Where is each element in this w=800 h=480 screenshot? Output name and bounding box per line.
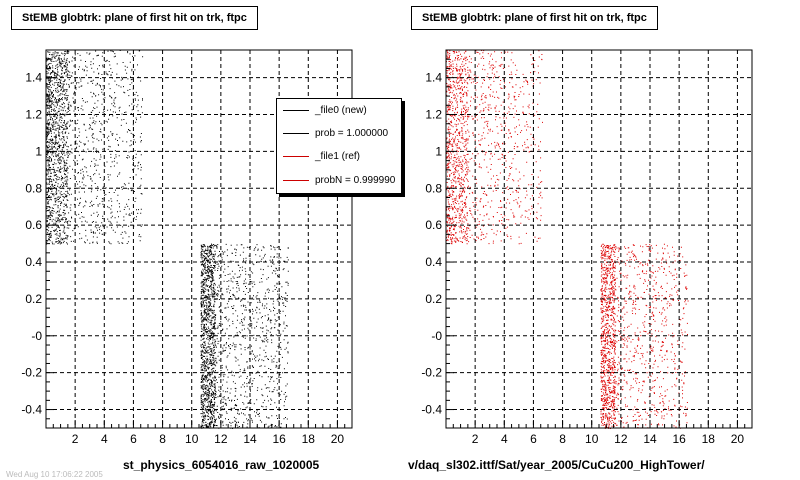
legend: _file0 (new) prob = 1.000000 _file1 (ref… [276, 98, 402, 194]
y-tick-label: -0 [431, 329, 442, 343]
plot-frame [445, 49, 753, 429]
legend-line-icon [283, 109, 309, 111]
y-tick-label: 0.2 [25, 292, 42, 306]
legend-label: probN = 0.999990 [315, 174, 396, 186]
y-tick-label: 0.4 [25, 255, 42, 269]
y-tick-label: 0.2 [425, 292, 442, 306]
legend-entry-prob: prob = 1.000000 [283, 126, 388, 140]
legend-line-icon [283, 179, 309, 181]
x-tick-label: 14 [243, 432, 257, 446]
axis-ticks: 2 4 6 8 10 12 14 16 18 20 -0.4 -0.2 -0 0.2 0.4 0.6 0.8 1 1… [21, 49, 353, 446]
y-tick-label: -0.2 [421, 366, 442, 380]
x-axis-label: v/daq_sl302.ittf/Sat/year_2005/CuCu200_H… [408, 458, 705, 472]
y-tick-label: 1.4 [425, 71, 442, 85]
data-point-cloud [600, 243, 689, 429]
x-tick-label: 18 [302, 432, 316, 446]
x-tick-label: 20 [731, 432, 745, 446]
x-tick-label: 10 [185, 432, 199, 446]
x-tick-label: 8 [159, 432, 166, 446]
y-tick-label: 1 [35, 144, 42, 158]
plot-title: StEMB globtrk: plane of first hit on trk… [11, 6, 258, 30]
y-tick-label: -0.4 [421, 403, 442, 417]
y-tick-label: -0.2 [21, 366, 42, 380]
legend-entry-file1: _file1 (ref) [283, 149, 360, 163]
x-tick-label: 6 [530, 432, 537, 446]
x-tick-label: 2 [472, 432, 479, 446]
y-tick-label: 1.4 [25, 71, 42, 85]
y-tick-label: 0.8 [425, 181, 442, 195]
legend-line-icon [283, 155, 309, 157]
x-tick-label: 2 [72, 432, 79, 446]
legend-entry-probn: probN = 0.999990 [283, 173, 395, 187]
scatter-plot-left: 2 4 6 8 10 12 14 16 18 20 -0.4 -0.2 -0 0.2 0.4 0.6 0.8 1 1… [21, 49, 353, 446]
grid-lines [446, 50, 752, 428]
legend-entry-file0: _file0 (new) [283, 103, 367, 117]
x-axis-label: st_physics_6054016_raw_1020005 [123, 458, 320, 472]
x-tick-label: 12 [614, 432, 628, 446]
right-plot-panel: StEMB globtrk: plane of first hit on trk… [400, 0, 800, 480]
timestamp-footnote: Wed Aug 10 17:06:22 2005 [6, 470, 103, 479]
left-plot-panel: StEMB globtrk: plane of first hit on trk… [6, 6, 402, 479]
x-tick-label: 16 [272, 432, 286, 446]
x-tick-label: 14 [643, 432, 657, 446]
y-tick-label: 0.6 [425, 218, 442, 232]
plot-title: StEMB globtrk: plane of first hit on trk… [411, 6, 658, 30]
x-tick-label: 20 [331, 432, 345, 446]
y-tick-label: 0.6 [25, 218, 42, 232]
axis-ticks: 2 4 6 8 10 12 14 16 18 20 -0.4 -0.2 -0 0.2 0.4 0.6 0.8 1 1… [421, 49, 753, 446]
legend-label: _file1 (ref) [315, 150, 361, 162]
legend-label: prob = 1.000000 [315, 127, 389, 139]
x-tick-label: 4 [501, 432, 508, 446]
x-tick-label: 18 [702, 432, 716, 446]
legend-label: _file0 (new) [315, 104, 367, 116]
y-tick-label: 1.2 [425, 108, 442, 122]
x-tick-label: 8 [559, 432, 566, 446]
x-tick-label: 12 [214, 432, 228, 446]
y-tick-label: 0.4 [425, 255, 442, 269]
x-tick-label: 6 [130, 432, 137, 446]
y-tick-label: 1 [435, 144, 442, 158]
x-tick-label: 10 [585, 432, 599, 446]
y-tick-label: 0.8 [25, 181, 42, 195]
y-tick-label: 1.2 [25, 108, 42, 122]
x-tick-label: 4 [101, 432, 108, 446]
y-tick-label: -0.4 [21, 403, 42, 417]
scatter-plot-right: 2 4 6 8 10 12 14 16 18 20 -0.4 -0.2 -0 0.2 0.4 0.6 0.8 1 1… [421, 49, 753, 446]
legend-line-icon [283, 132, 309, 134]
data-point-cloud [200, 243, 289, 429]
x-tick-label: 16 [672, 432, 686, 446]
y-tick-label: -0 [31, 329, 42, 343]
